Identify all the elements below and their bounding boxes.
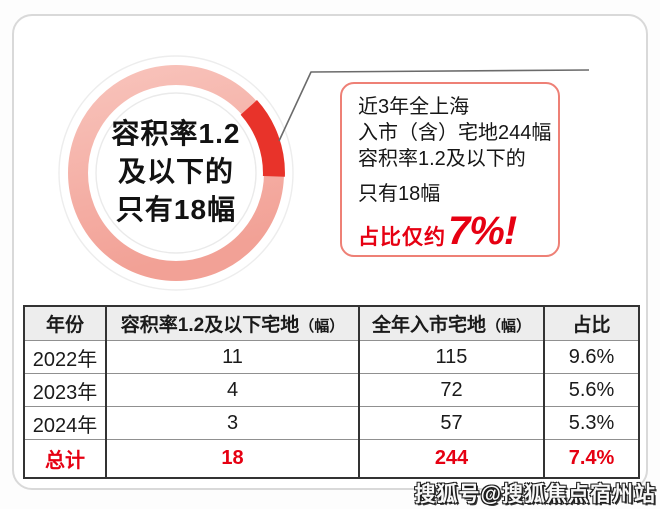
- header-share: 占比: [543, 305, 639, 341]
- table-header-row: 年份 容积率1.2及以下宅地（幅） 全年入市宅地（幅） 占比: [24, 305, 639, 341]
- donut-center-label: 容积率1.2 及以下的 只有18幅: [56, 115, 296, 229]
- cell-total: 57: [358, 406, 544, 440]
- donut-chart: [58, 55, 294, 291]
- callout-box: 近3年全上海 入市（含）宅地244幅 容积率1.2及以下的 只有18幅 占比仅约…: [340, 82, 560, 257]
- donut-label-line: 及以下的: [117, 156, 234, 187]
- cell-total: 115: [358, 340, 544, 374]
- emphasis-value: 7%!: [448, 209, 517, 253]
- data-table: 年份 容积率1.2及以下宅地（幅） 全年入市宅地（幅） 占比 2022年 11 …: [23, 305, 640, 479]
- donut-label-line: 容积率1.2: [111, 118, 241, 149]
- table-row: 2023年 4 72 5.6%: [24, 373, 639, 407]
- cell-share: 5.3%: [543, 406, 639, 440]
- header-total-plots: 全年入市宅地（幅）: [358, 305, 544, 341]
- donut-outer-guide-circle: [58, 55, 294, 291]
- cell-total: 72: [358, 373, 544, 407]
- header-low-far-plots: 容积率1.2及以下宅地（幅）: [105, 305, 359, 341]
- cell-year: 2024年: [24, 406, 106, 440]
- callout-line: 容积率1.2及以下的: [358, 148, 526, 170]
- cell-share: 5.6%: [543, 373, 639, 407]
- table-row: 2022年 11 115 9.6%: [24, 340, 639, 374]
- emphasis-prefix: 占比仅约: [358, 226, 446, 249]
- callout-emphasis: 占比仅约 7%!: [358, 209, 550, 254]
- donut-highlight-arc: [240, 100, 285, 177]
- cell-year: 2022年: [24, 340, 106, 374]
- header-year: 年份: [24, 305, 106, 341]
- cell-year: 2023年: [24, 373, 106, 407]
- cell-low-far: 18: [105, 439, 359, 478]
- cell-total: 244: [358, 439, 544, 478]
- table-total-row: 总计 18 244 7.4%: [24, 439, 639, 478]
- cell-low-far: 3: [105, 406, 359, 440]
- cell-share: 7.4%: [543, 439, 639, 478]
- cell-low-far: 4: [105, 373, 359, 407]
- donut-label-line: 只有18幅: [115, 194, 237, 225]
- table-row: 2024年 3 57 5.3%: [24, 406, 639, 440]
- donut-inner-guide-circle: [95, 92, 257, 254]
- sohu-watermark: 搜狐号@搜狐焦点宿州站: [414, 483, 656, 506]
- callout-line: 入市（含）宅地244幅: [358, 122, 552, 144]
- cell-low-far: 11: [105, 340, 359, 374]
- callout-line: 近3年全上海: [358, 96, 470, 118]
- cell-year: 总计: [24, 439, 106, 478]
- callout-line: 只有18幅: [358, 183, 441, 205]
- cell-share: 9.6%: [543, 340, 639, 374]
